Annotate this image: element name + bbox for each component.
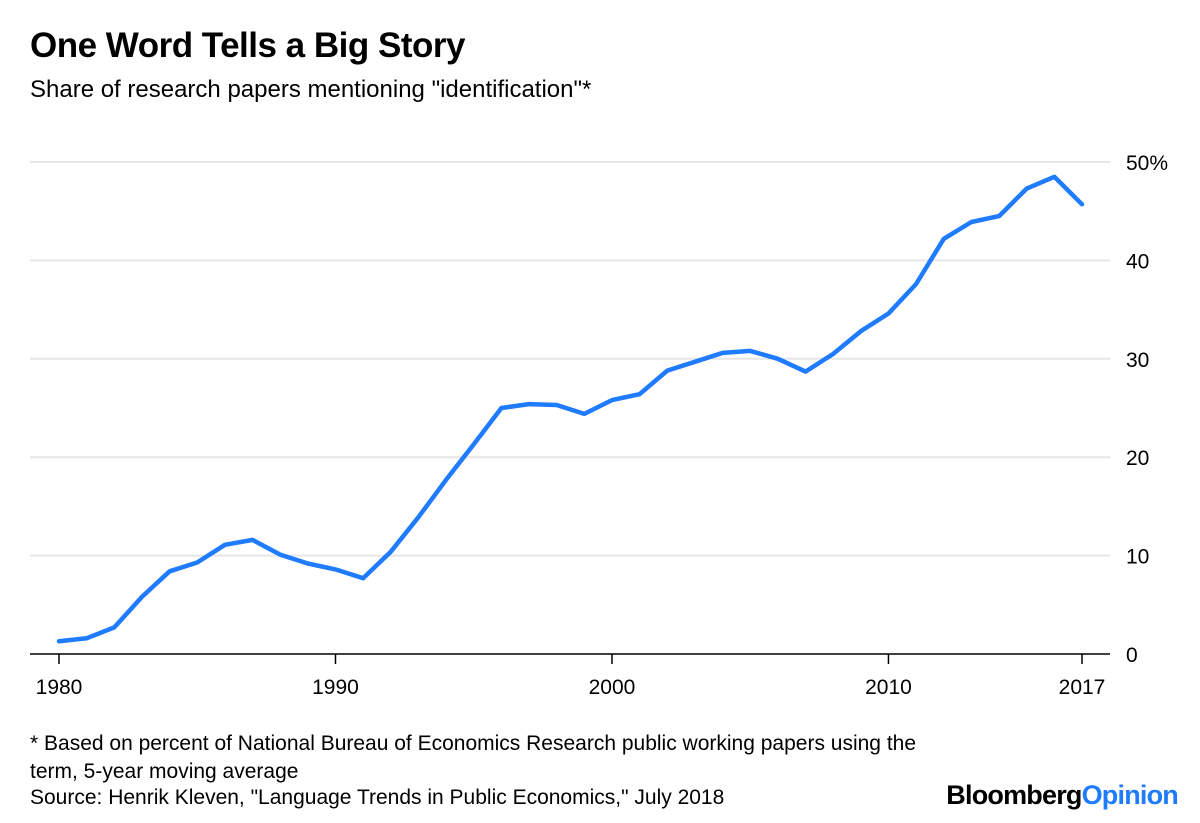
data-point-1994 <box>444 478 448 482</box>
data-point-2007 <box>803 369 807 373</box>
data-point-1993 <box>416 515 420 519</box>
data-point-2017 <box>1080 202 1084 206</box>
data-point-2013 <box>969 220 973 224</box>
x-axis-labels: 1980 1990 2000 2010 2017 <box>36 676 1106 699</box>
footnote: * Based on percent of National Bureau of… <box>30 732 917 783</box>
x-tick-label-2017: 2017 <box>1059 676 1106 699</box>
data-point-1999 <box>582 412 586 416</box>
data-point-1980 <box>57 639 61 643</box>
data-point-2010 <box>886 311 890 315</box>
data-point-2008 <box>831 352 835 356</box>
data-point-1995 <box>472 442 476 446</box>
data-point-1984 <box>167 569 171 573</box>
x-tick-label-2010: 2010 <box>865 676 912 699</box>
data-point-2002 <box>665 368 669 372</box>
data-point-1990 <box>333 567 337 571</box>
data-point-2015 <box>1025 186 1029 190</box>
data-point-2005 <box>748 349 752 353</box>
y-axis-labels: 0 10 20 30 40 50% <box>1126 152 1168 667</box>
data-point-2003 <box>693 360 697 364</box>
y-tick-label-10: 10 <box>1126 546 1149 569</box>
data-point-2006 <box>776 357 780 361</box>
y-tick-label-20: 20 <box>1126 447 1149 470</box>
y-tick-label-40: 40 <box>1126 250 1149 273</box>
data-point-1981 <box>84 636 88 640</box>
brand-bloomberg: Bloomberg <box>946 780 1082 810</box>
data-point-2004 <box>720 351 724 355</box>
bloomberg-opinion-logo: BloombergOpinion <box>946 780 1179 811</box>
data-point-1989 <box>306 561 310 565</box>
series-layer <box>56 174 1085 644</box>
data-point-2014 <box>997 214 1001 218</box>
grid-lines <box>30 161 1110 557</box>
chart-title: One Word Tells a Big Story <box>30 26 465 65</box>
series-line-0 <box>56 174 1085 644</box>
data-point-1983 <box>140 595 144 599</box>
x-tick-label-2000: 2000 <box>589 676 636 699</box>
data-point-1997 <box>527 402 531 406</box>
source-note: Source: Henrik Kleven, "Language Trends … <box>30 786 725 809</box>
brand-opinion: Opinion <box>1081 780 1179 810</box>
data-point-2000 <box>610 398 614 402</box>
chart-subtitle: Share of research papers mentioning "ide… <box>30 76 592 103</box>
data-point-2016 <box>1052 175 1056 179</box>
y-tick-label-0: 0 <box>1126 644 1138 667</box>
x-axis <box>30 653 1110 664</box>
data-point-1991 <box>361 576 365 580</box>
data-point-1998 <box>554 403 558 407</box>
data-point-1996 <box>499 406 503 410</box>
y-tick-label-30: 30 <box>1126 349 1149 372</box>
y-tick-label-50: 50% <box>1126 152 1168 175</box>
data-point-2012 <box>942 237 946 241</box>
data-point-1992 <box>389 549 393 553</box>
data-point-2009 <box>859 329 863 333</box>
x-tick-label-1990: 1990 <box>312 676 359 699</box>
data-point-1982 <box>112 625 116 629</box>
data-point-1986 <box>223 543 227 547</box>
data-point-1987 <box>250 538 254 542</box>
data-point-1985 <box>195 560 199 564</box>
data-point-2001 <box>637 392 641 396</box>
x-tick-label-1980: 1980 <box>36 676 83 699</box>
data-point-1988 <box>278 552 282 556</box>
data-point-2011 <box>914 282 918 286</box>
